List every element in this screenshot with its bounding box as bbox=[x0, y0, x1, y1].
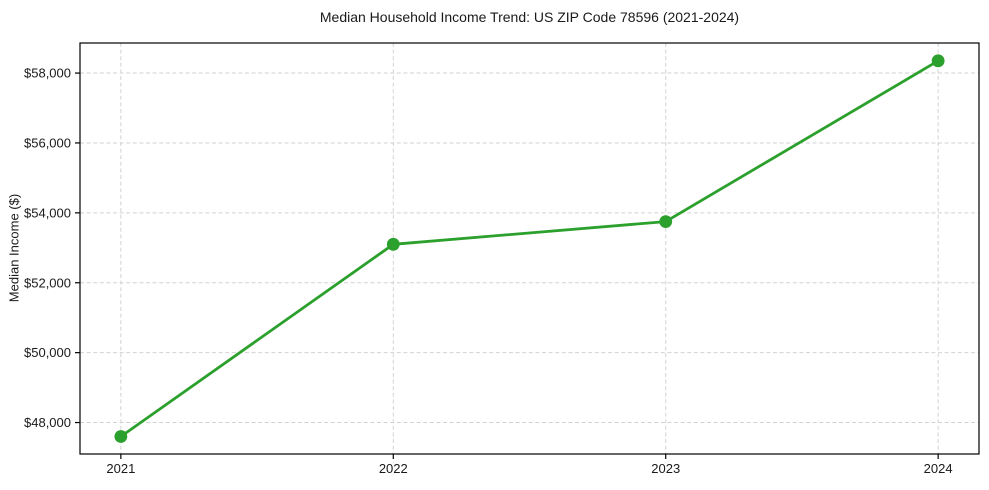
data-point-2021 bbox=[114, 430, 128, 443]
data-point-2022 bbox=[386, 237, 400, 251]
y-tick-label: $58,000 bbox=[24, 66, 71, 81]
data-point-2024 bbox=[931, 54, 945, 68]
plot-border bbox=[79, 42, 980, 455]
y-tick-label: $50,000 bbox=[24, 345, 71, 360]
y-tick-label: $52,000 bbox=[24, 275, 71, 290]
y-tick-label: $54,000 bbox=[24, 205, 71, 220]
y-tick-label: $56,000 bbox=[24, 135, 71, 150]
x-tick-label: 2021 bbox=[106, 461, 135, 476]
chart-title: Median Household Income Trend: US ZIP Co… bbox=[319, 9, 740, 25]
x-tick-label: 2024 bbox=[924, 461, 953, 476]
x-tick-label: 2023 bbox=[651, 461, 680, 476]
trend-line bbox=[119, 59, 940, 438]
y-tick-label: $48,000 bbox=[24, 415, 71, 430]
x-tick-label: 2022 bbox=[379, 461, 408, 476]
data-point-2023 bbox=[659, 215, 673, 228]
